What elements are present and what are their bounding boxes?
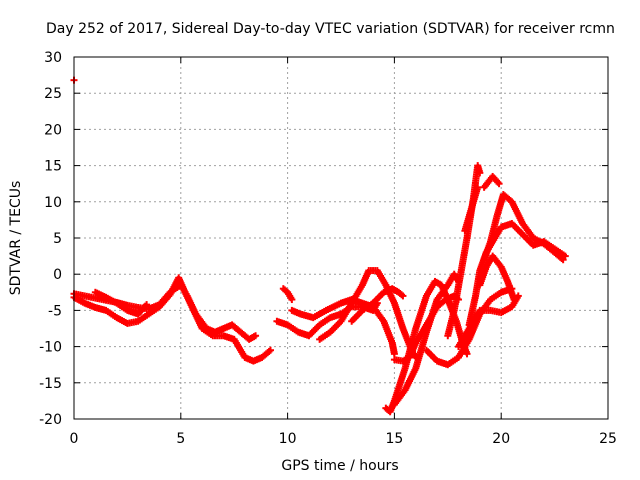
data-point-sat-q <box>559 256 567 264</box>
y-tick-label: -15 <box>39 376 62 392</box>
y-tick-label: -5 <box>48 303 62 319</box>
chart-title: Day 252 of 2017, Sidereal Day-to-day VTE… <box>46 21 615 37</box>
data-point-sat-m <box>476 169 484 177</box>
data-point-sat-k <box>463 350 471 358</box>
y-tick-label: 15 <box>44 159 62 175</box>
y-tick-label: -20 <box>39 412 62 428</box>
y-tick-label: 10 <box>44 195 62 211</box>
x-tick-label: 15 <box>385 431 403 447</box>
y-tick-label: 5 <box>53 231 62 247</box>
data-point-sat-t <box>495 180 503 188</box>
y-tick-label: 25 <box>44 86 62 102</box>
y-tick-label: 30 <box>44 50 62 66</box>
x-tick-label: 25 <box>599 431 617 447</box>
y-tick-label: -10 <box>39 340 62 356</box>
x-tick-label: 10 <box>279 431 297 447</box>
y-tick-label: 0 <box>53 267 62 283</box>
data-marks <box>70 76 569 416</box>
y-axis-label: SDTVAR / TECUs <box>8 181 24 296</box>
data-point-sat-r <box>510 296 518 304</box>
data-point-sat-c <box>267 346 275 354</box>
axis-ticks: 0 5 10 15 20 25 -20 -15 -10 -5 0 5 10 15 20 25 30 <box>39 50 617 447</box>
data-point-sat-i <box>399 292 407 300</box>
plot-border <box>73 56 609 420</box>
y-tick-label: 20 <box>44 122 62 138</box>
data-point-sat-s <box>474 183 482 191</box>
x-tick-label: 20 <box>492 431 510 447</box>
data-point-sat-b <box>252 332 260 340</box>
x-tick-label: 5 <box>176 431 185 447</box>
x-tick-label: 0 <box>70 431 79 447</box>
data-point-sat-g <box>288 296 296 304</box>
x-axis-label: GPS time / hours <box>281 458 398 474</box>
data-point-sat-p <box>561 252 569 260</box>
grid <box>74 57 608 419</box>
data-point-sat-d <box>143 301 151 309</box>
